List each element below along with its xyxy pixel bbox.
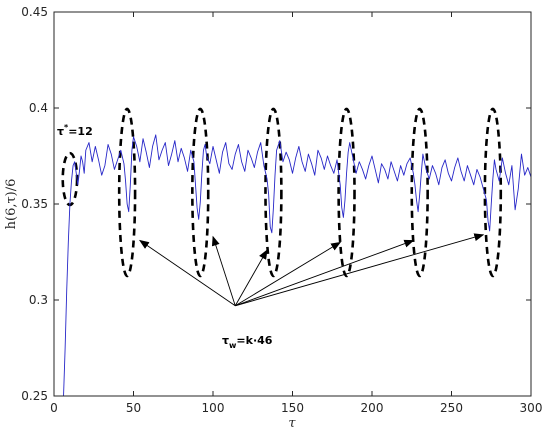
annotation-tau-w-sub: w <box>229 341 237 350</box>
annotation-arrow <box>139 239 236 307</box>
dashed-ellipse <box>483 107 503 278</box>
annotation-tau-w-rest: =k·46 <box>236 334 272 347</box>
plot-area <box>54 12 531 396</box>
annotation-arrow <box>235 241 342 307</box>
dashed-ellipse-group <box>61 107 503 278</box>
x-tick-label: 200 <box>361 401 384 415</box>
y-axis-label: h(6,τ)/6 <box>4 179 19 230</box>
y-tick-label: 0.35 <box>21 197 48 211</box>
x-axis-label: τ <box>288 416 296 431</box>
annotation-arrow <box>235 233 485 307</box>
y-axis: 0.25 0.3 0.35 0.4 0.45 <box>21 5 531 403</box>
series-line <box>63 134 532 397</box>
annotation-tau-star-sup: * <box>64 123 69 132</box>
dashed-ellipse <box>264 107 283 278</box>
x-tick-label: 150 <box>281 401 304 415</box>
y-tick-label: 0.3 <box>29 293 48 307</box>
dashed-ellipse <box>337 107 356 278</box>
dashed-ellipse <box>191 107 210 278</box>
annotation-arrow <box>211 235 236 306</box>
arrow-group <box>139 233 485 307</box>
y-tick-label: 0.45 <box>21 5 48 19</box>
annotation-tau-star: τ*=12 <box>57 123 93 138</box>
x-tick-label: 250 <box>440 401 463 415</box>
annotation-arrow <box>234 249 268 306</box>
dashed-ellipse <box>410 107 429 278</box>
x-tick-label: 50 <box>126 401 141 415</box>
x-axis: 0 50 100 150 200 250 300 <box>50 12 542 415</box>
series-group <box>63 134 532 397</box>
annotation-tau-w-base: τ <box>222 334 229 347</box>
x-tick-label: 300 <box>520 401 543 415</box>
annotation-tau-star-rest: =12 <box>68 125 93 138</box>
y-tick-label: 0.25 <box>21 389 48 403</box>
x-tick-label: 100 <box>202 401 225 415</box>
annotation-tau-star-base: τ <box>57 125 64 138</box>
annotation-tau-w: τw=k·46 <box>222 334 273 350</box>
x-tick-label: 0 <box>50 401 58 415</box>
y-tick-label: 0.4 <box>29 101 48 115</box>
dashed-ellipse <box>117 107 137 278</box>
annotation-arrow <box>235 239 415 307</box>
